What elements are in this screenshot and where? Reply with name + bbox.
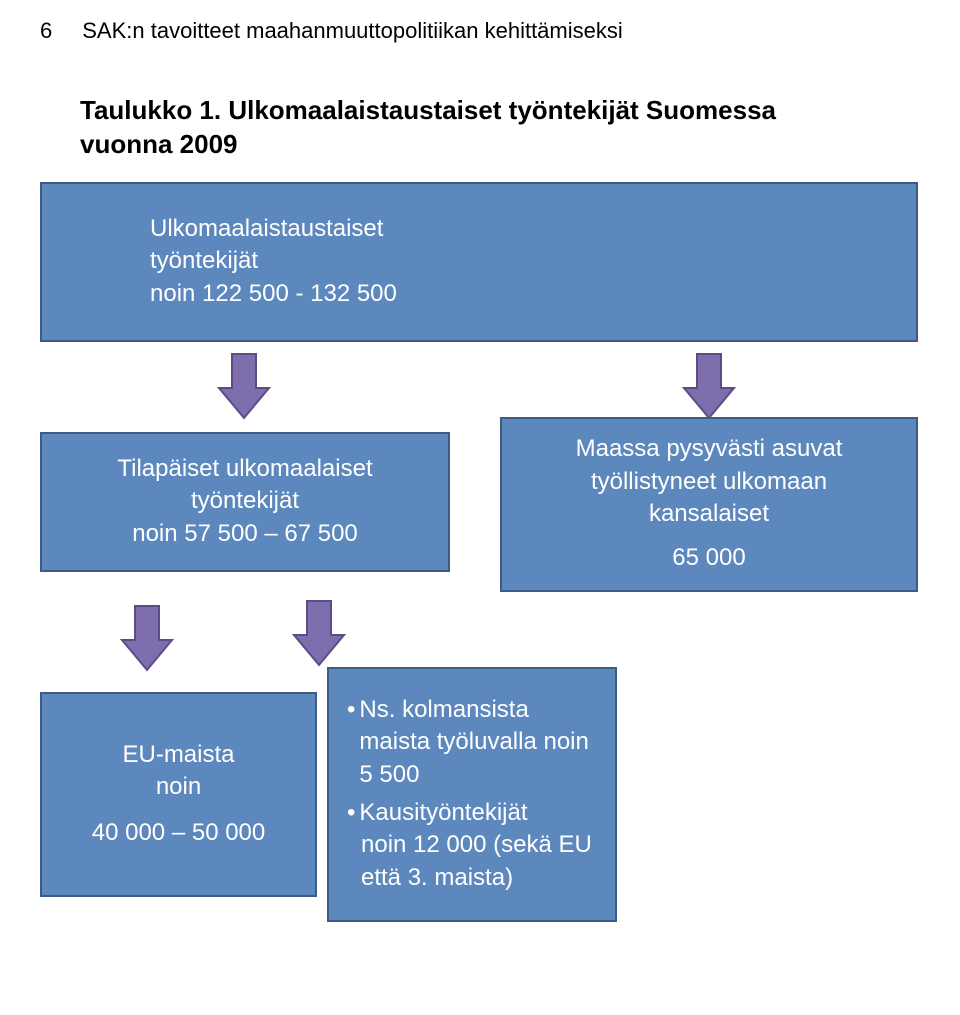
node-eu: EU-maista noin 40 000 – 50 000 xyxy=(40,692,317,897)
node-line: maista työluvalla noin xyxy=(359,726,588,758)
node-third-countries: • Ns. kolmansista maista työluvalla noin… xyxy=(327,667,617,922)
page-number: 6 xyxy=(40,18,52,44)
node-line: noin 12 000 (sekä EU xyxy=(361,829,597,861)
arrow-down-icon xyxy=(118,602,176,674)
page-header: 6 SAK:n tavoitteet maahanmuuttopolitiika… xyxy=(0,0,960,44)
node-line: kansalaiset xyxy=(520,498,898,530)
node-total: Ulkomaalaistaustaiset työntekijät noin 1… xyxy=(40,182,918,342)
table-caption: Taulukko 1. Ulkomaalaistaustaiset työnte… xyxy=(0,44,960,172)
node-line: Maassa pysyvästi asuvat xyxy=(520,433,898,465)
node-line: EU-maista xyxy=(60,739,297,771)
node-line: työllistyneet ulkomaan xyxy=(520,466,898,498)
flowchart: Ulkomaalaistaustaiset työntekijät noin 1… xyxy=(0,172,960,992)
node-line: työntekijät xyxy=(150,245,510,277)
node-permanent: Maassa pysyvästi asuvat työllistyneet ul… xyxy=(500,417,918,592)
node-line: että 3. maista) xyxy=(361,862,597,894)
node-line: Tilapäiset ulkomaalaiset xyxy=(60,453,430,485)
node-line: 65 000 xyxy=(520,542,898,574)
arrow-down-icon xyxy=(215,350,273,422)
node-line: 5 500 xyxy=(359,759,588,791)
node-line: Ulkomaalaistaustaiset xyxy=(150,213,510,245)
node-line: 40 000 – 50 000 xyxy=(60,817,297,849)
node-line: noin xyxy=(60,771,297,803)
arrow-down-icon xyxy=(290,597,348,669)
node-temporary: Tilapäiset ulkomaalaiset työntekijät noi… xyxy=(40,432,450,572)
node-line: noin 122 500 - 132 500 xyxy=(150,278,510,310)
arrow-down-icon xyxy=(680,350,738,422)
caption-line-2: vuonna 2009 xyxy=(80,129,238,159)
node-line: Kausityöntekijät xyxy=(359,797,527,829)
bullet-icon: • xyxy=(347,797,355,829)
header-title: SAK:n tavoitteet maahanmuuttopolitiikan … xyxy=(82,18,623,44)
caption-line-1: Taulukko 1. Ulkomaalaistaustaiset työnte… xyxy=(80,95,776,125)
node-line: Ns. kolmansista xyxy=(359,694,588,726)
node-line: noin 57 500 – 67 500 xyxy=(60,518,430,550)
bullet-icon: • xyxy=(347,694,355,791)
node-line: työntekijät xyxy=(60,485,430,517)
